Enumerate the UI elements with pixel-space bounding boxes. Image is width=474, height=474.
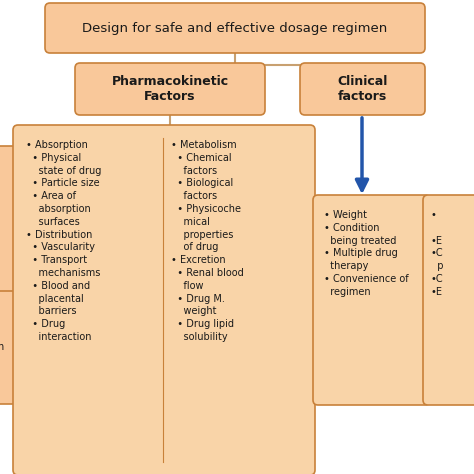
Text: Design for safe and effective dosage regimen: Design for safe and effective dosage reg…	[82, 21, 388, 35]
FancyBboxPatch shape	[313, 195, 430, 405]
FancyBboxPatch shape	[75, 63, 265, 115]
Text: Clinical
factors: Clinical factors	[337, 75, 388, 103]
FancyBboxPatch shape	[45, 3, 425, 53]
Text: • Weight
• Condition
  being treated
• Multiple drug
  therapy
• Convenience of
: • Weight • Condition being treated • Mul…	[324, 210, 409, 297]
FancyBboxPatch shape	[300, 63, 425, 115]
Text: •

•E
•C
  p
•C
•E: • •E •C p •C •E	[431, 210, 444, 297]
FancyBboxPatch shape	[0, 291, 22, 404]
FancyBboxPatch shape	[13, 125, 315, 474]
Text: • Metabolism
  • Chemical
    factors
  • Biological
    factors
  • Physicoche
: • Metabolism • Chemical factors • Biolog…	[171, 140, 244, 342]
FancyBboxPatch shape	[0, 146, 22, 294]
FancyBboxPatch shape	[423, 195, 474, 405]
Text: • Absorption
  • Physical
    state of drug
  • Particle size
  • Area of
    ab: • Absorption • Physical state of drug • …	[26, 140, 101, 342]
Text: Pharmacokinetic
Factors: Pharmacokinetic Factors	[111, 75, 228, 103]
Text: n: n	[0, 343, 3, 353]
